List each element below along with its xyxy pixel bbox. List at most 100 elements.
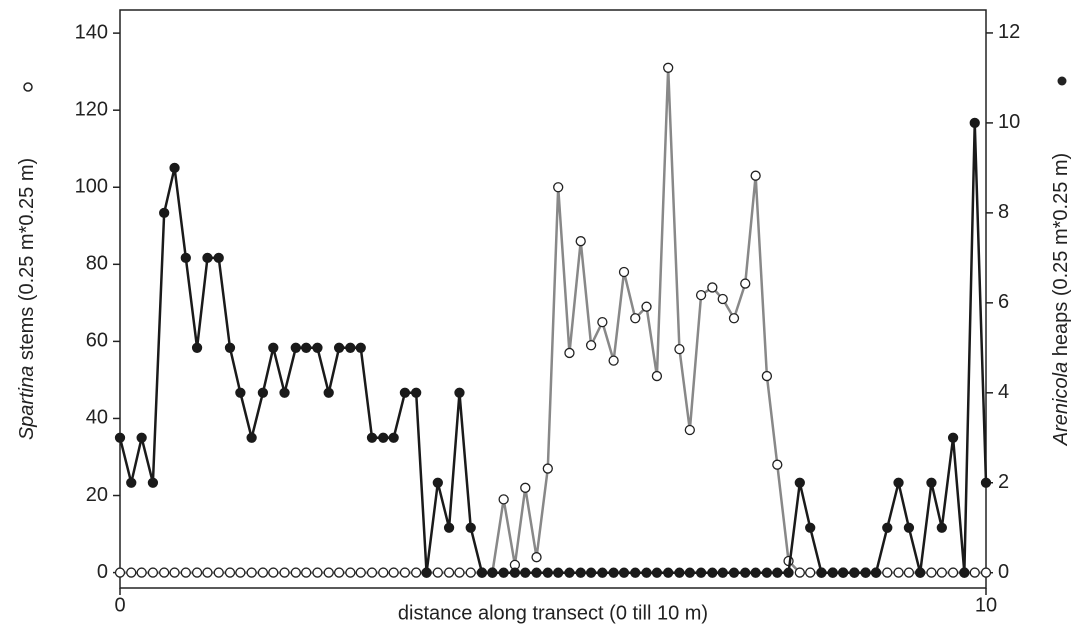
y-tick-label: 20 <box>86 484 108 506</box>
data-point <box>969 117 980 129</box>
data-point <box>641 567 652 578</box>
data-point <box>618 567 630 578</box>
data-point <box>761 370 773 382</box>
data-point <box>553 567 564 578</box>
data-point <box>641 301 652 312</box>
data-point <box>936 567 947 578</box>
data-point <box>575 236 586 247</box>
data-point <box>969 567 980 578</box>
data-point <box>421 567 432 578</box>
data-point <box>355 342 366 353</box>
y-tick-label: 120 <box>75 98 108 120</box>
data-point <box>684 567 695 578</box>
data-point <box>926 477 937 488</box>
data-point <box>903 567 915 578</box>
data-point <box>772 567 783 578</box>
data-point <box>728 313 740 324</box>
data-point <box>882 567 893 578</box>
y-marker-key <box>23 82 33 92</box>
data-point <box>443 567 455 578</box>
data-point <box>542 567 553 578</box>
data-point <box>257 567 269 578</box>
data-point <box>388 432 399 443</box>
data-point <box>301 567 312 578</box>
data-point <box>651 370 663 382</box>
data-point <box>114 432 126 443</box>
data-point <box>159 567 170 578</box>
data-point <box>345 567 356 578</box>
y2-axis-title: Arenicola heaps (0.25 m*0.25 m) <box>1050 76 1072 446</box>
data-point <box>717 567 728 578</box>
data-point <box>936 522 947 533</box>
data-point <box>169 567 180 578</box>
data-point <box>827 567 838 578</box>
data-point <box>684 424 695 436</box>
data-point <box>411 567 422 578</box>
data-point <box>388 567 399 578</box>
data-point <box>728 567 740 578</box>
data-point <box>608 355 619 366</box>
data-point <box>717 293 728 305</box>
y-tick-label: 100 <box>75 176 108 198</box>
y2-marker-key <box>1057 76 1067 86</box>
data-point <box>378 567 389 578</box>
data-point <box>323 387 334 398</box>
data-point <box>355 567 366 578</box>
data-point <box>246 567 257 578</box>
data-point <box>564 567 575 578</box>
data-point <box>454 567 465 578</box>
data-point <box>740 278 751 289</box>
data-point <box>257 387 269 398</box>
y2-tick-label: 4 <box>998 381 1009 403</box>
y2-tick-label: 6 <box>998 291 1009 313</box>
data-point <box>608 567 619 578</box>
data-point <box>520 567 531 578</box>
data-point <box>333 342 345 353</box>
data-point <box>246 432 257 443</box>
data-point <box>191 342 203 353</box>
data-point <box>443 522 455 533</box>
y2-label-italic: Arenicola <box>1050 362 1072 446</box>
data-point <box>750 567 761 578</box>
data-point <box>268 342 279 353</box>
data-point <box>783 567 794 578</box>
data-point <box>333 567 345 578</box>
series-line <box>120 67 986 574</box>
data-point <box>213 252 224 263</box>
data-point <box>345 342 356 353</box>
data-point <box>279 387 290 398</box>
data-point <box>860 567 871 578</box>
data-point <box>169 162 180 174</box>
data-point <box>290 567 301 578</box>
y-axis-title: Spartina stems (0.25 m*0.25 m) <box>16 82 38 440</box>
data-point <box>268 567 279 578</box>
data-point <box>618 266 630 278</box>
data-point <box>947 567 959 578</box>
data-point <box>136 567 147 578</box>
data-point <box>224 567 236 578</box>
data-point <box>366 567 378 578</box>
data-point <box>805 522 816 533</box>
data-point <box>136 432 147 443</box>
data-point <box>323 567 334 578</box>
data-point <box>651 567 663 578</box>
data-point <box>674 343 685 355</box>
y2-tick-label: 12 <box>998 21 1020 43</box>
data-point <box>882 522 893 533</box>
data-point <box>750 170 761 181</box>
data-point <box>707 282 718 293</box>
data-point <box>202 252 213 263</box>
data-point <box>893 567 904 578</box>
data-point <box>312 342 323 353</box>
plot-frame <box>119 9 987 589</box>
y-tick-label: 40 <box>86 407 108 429</box>
y-tick-label: 140 <box>75 21 108 43</box>
data-point <box>498 567 509 578</box>
y2-axis-label: Arenicola heaps (0.25 m*0.25 m) <box>1050 153 1072 446</box>
data-point <box>411 387 422 398</box>
data-point <box>903 522 915 533</box>
data-point <box>432 477 443 488</box>
data-point <box>597 567 608 578</box>
data-point <box>663 62 674 73</box>
data-point <box>597 316 608 328</box>
